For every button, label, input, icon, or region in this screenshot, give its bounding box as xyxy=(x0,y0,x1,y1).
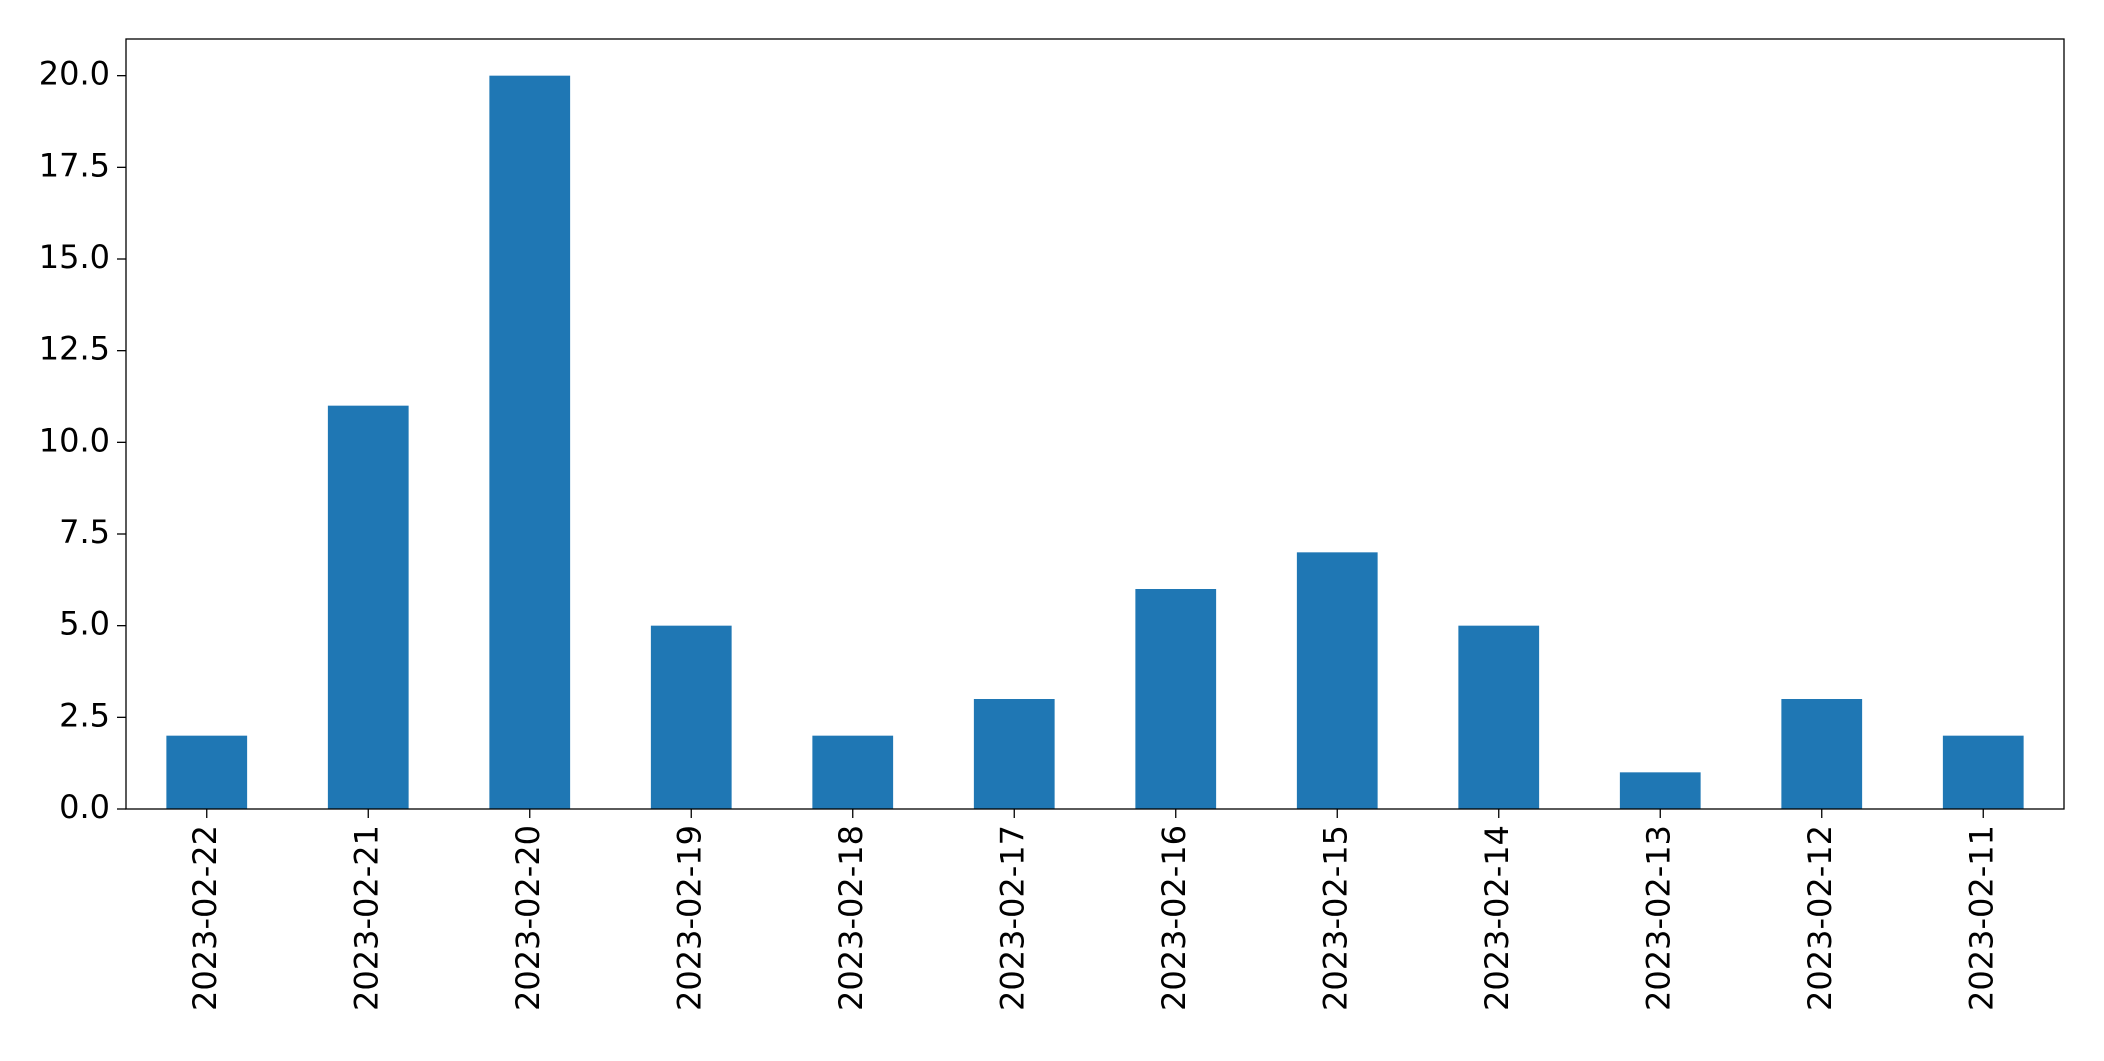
y-tick-label: 7.5 xyxy=(59,513,110,551)
bar xyxy=(1619,772,1701,809)
bar xyxy=(812,735,894,809)
x-tick-label: 2023-02-14 xyxy=(1478,825,1516,1011)
y-tick-label: 5.0 xyxy=(59,605,110,643)
x-tick-label: 2023-02-21 xyxy=(347,825,385,1011)
bar xyxy=(973,699,1055,809)
x-tick-label: 2023-02-18 xyxy=(832,825,870,1011)
x-tick-label: 2023-02-19 xyxy=(670,825,708,1011)
bar xyxy=(1135,589,1217,809)
x-tick-label: 2023-02-15 xyxy=(1316,825,1354,1011)
bar xyxy=(650,625,732,809)
bar xyxy=(327,405,409,809)
y-tick-label: 15.0 xyxy=(39,238,110,276)
bar xyxy=(1942,735,2024,809)
y-tick-label: 12.5 xyxy=(39,330,110,368)
plot-frame xyxy=(125,38,2065,810)
bar xyxy=(1458,625,1540,809)
y-tick-label: 20.0 xyxy=(39,55,110,93)
x-tick-label: 2023-02-22 xyxy=(186,825,224,1011)
bar xyxy=(1296,552,1378,809)
y-tick-label: 0.0 xyxy=(59,788,110,826)
bar xyxy=(166,735,248,809)
y-tick-label: 2.5 xyxy=(59,696,110,734)
y-tick-label: 17.5 xyxy=(39,146,110,184)
x-tick-label: 2023-02-11 xyxy=(1962,825,2000,1011)
x-tick-label: 2023-02-12 xyxy=(1801,825,1839,1011)
bar xyxy=(489,75,571,809)
bar xyxy=(1781,699,1863,809)
x-tick-label: 2023-02-16 xyxy=(1155,825,1193,1011)
y-tick-label: 10.0 xyxy=(39,421,110,459)
x-tick-label: 2023-02-20 xyxy=(509,825,547,1011)
x-tick-label: 2023-02-17 xyxy=(993,825,1031,1011)
x-tick-label: 2023-02-13 xyxy=(1639,825,1677,1011)
